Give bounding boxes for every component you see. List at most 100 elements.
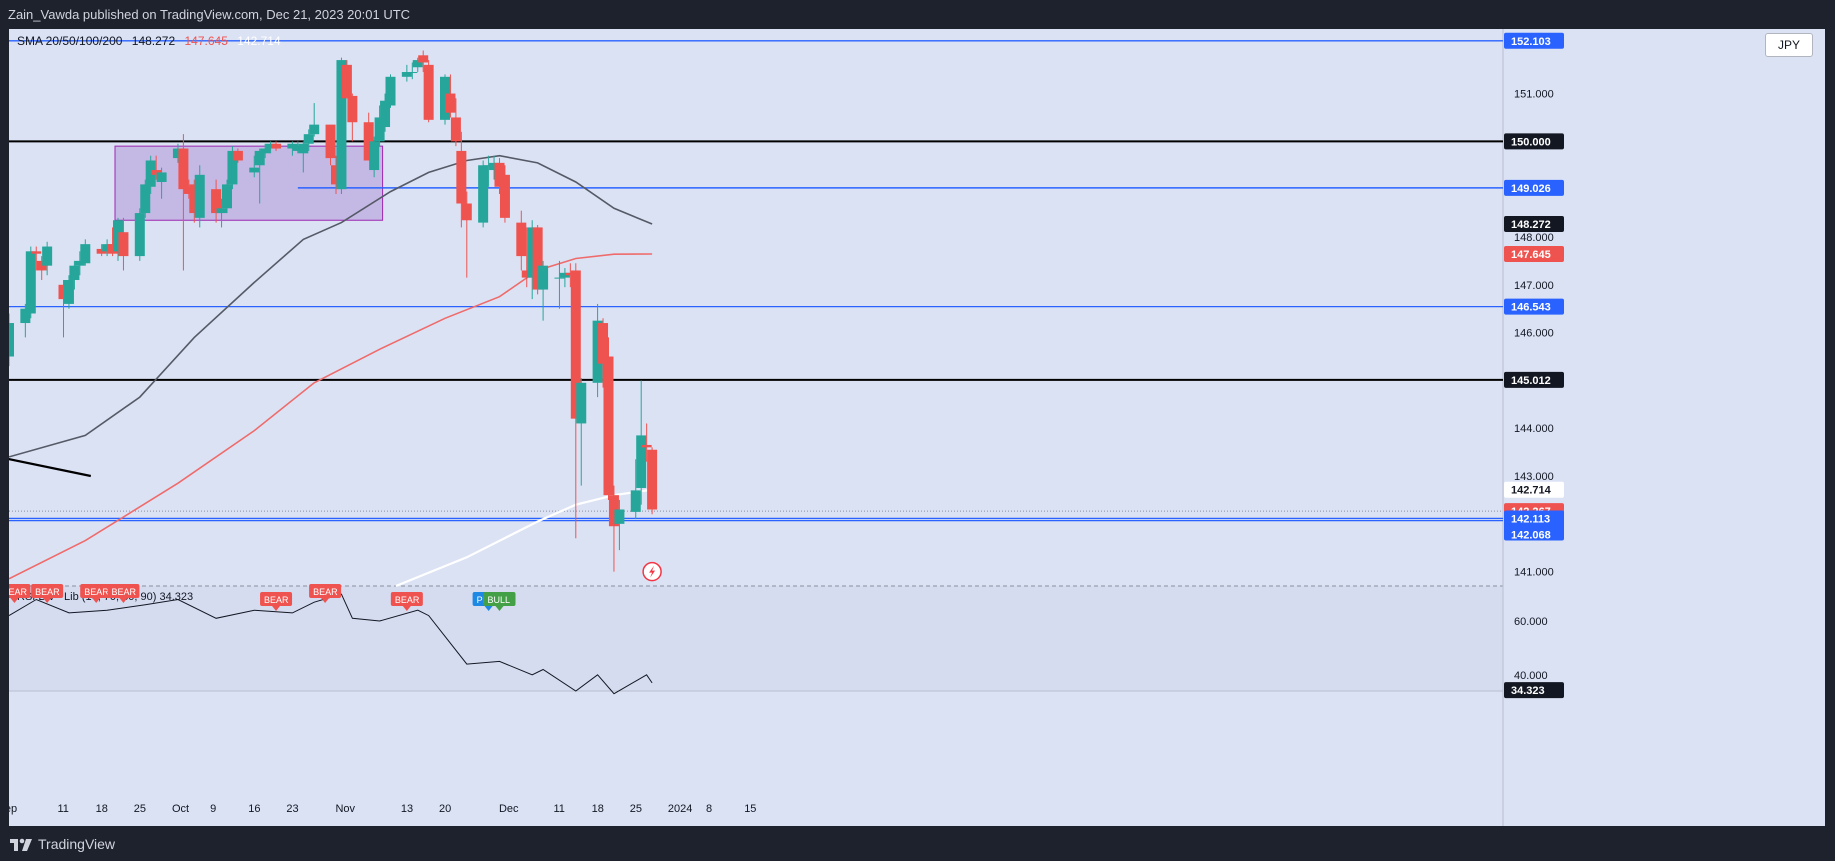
sma-price-label-bg <box>1504 215 1564 232</box>
candle-body <box>156 172 167 182</box>
price-tick-label: 146.000 <box>1514 328 1554 340</box>
candle-body <box>576 382 587 424</box>
sma-legend-label: SMA 20/50/100/200 <box>17 34 123 48</box>
signal-tag-pointer <box>43 598 52 603</box>
level-price-label-bg <box>1504 32 1564 49</box>
level-price-label: 146.543 <box>1511 302 1551 314</box>
candle-body <box>20 308 31 324</box>
candle-body <box>527 227 538 278</box>
candle-body <box>554 277 565 279</box>
time-tick-label: 9 <box>210 803 216 815</box>
candle-body <box>516 222 527 257</box>
candle-body <box>271 143 282 149</box>
price-tick-label: 148.000 <box>1514 232 1554 244</box>
candle-body <box>456 150 467 204</box>
candle-body <box>347 95 358 123</box>
candle-body <box>461 203 472 221</box>
candle-body <box>499 174 510 218</box>
time-tick-label: 25 <box>630 803 642 815</box>
candle-body <box>483 165 494 167</box>
currency-button[interactable]: JPY <box>1765 33 1813 57</box>
candle-body <box>227 150 238 185</box>
time-tick-label: 11 <box>58 803 69 815</box>
signal-tag-pointer <box>92 598 101 603</box>
sma-price-label: 142.714 <box>1511 485 1552 497</box>
candle-body <box>401 72 412 77</box>
sma-price-label-bg <box>1504 481 1564 498</box>
candle-body <box>118 232 129 257</box>
candle-body <box>145 160 156 187</box>
price-tick-label: 144.000 <box>1514 423 1554 435</box>
candle-body <box>418 55 429 63</box>
candle-body <box>260 148 271 154</box>
trend-line <box>9 458 92 478</box>
rsi-tick-label: 60.000 <box>1514 616 1548 628</box>
chart-pane[interactable]: 151.000150.000149.000148.000147.000146.0… <box>9 29 1825 826</box>
tradingview-brand[interactable]: TradingView <box>10 836 115 852</box>
candle-body <box>636 435 647 488</box>
rsi-pane-bg <box>9 586 1503 691</box>
candle-body <box>478 165 489 223</box>
signal-tag-bg <box>260 592 293 606</box>
signal-tag-bg <box>309 584 342 598</box>
time-tick-label: Dec <box>499 803 519 815</box>
signal-tag-bg <box>483 592 516 606</box>
level-price-label-bg <box>1504 371 1564 388</box>
rsi-tick-label: 40.000 <box>1514 670 1548 682</box>
time-tick-label: Nov <box>335 803 355 815</box>
candle-body <box>309 124 320 135</box>
candle-body <box>363 122 374 161</box>
candle-body <box>63 280 74 304</box>
level-price-label-bg <box>1504 298 1564 315</box>
candle-body <box>374 117 385 142</box>
level-price-label: 149.026 <box>1511 183 1551 195</box>
candle-body <box>598 323 609 364</box>
time-tick-label: 23 <box>286 803 298 815</box>
price-tick-label: 151.000 <box>1514 89 1554 101</box>
signal-tag-bg <box>9 584 31 598</box>
candle-body <box>303 134 314 144</box>
price-tick-label: 147.000 <box>1514 280 1554 292</box>
sma-value-3: 142.714 <box>237 34 281 48</box>
signal-tag-pointer <box>10 598 19 603</box>
candle-body <box>216 208 227 214</box>
candle-body <box>69 265 80 281</box>
candle-body <box>194 174 205 218</box>
signal-tag-label: BEAR <box>84 587 109 597</box>
level-pair-label-bg <box>1504 510 1564 541</box>
level-price-label: 142.068 <box>1511 530 1551 542</box>
signal-tag-pointer <box>484 606 493 611</box>
level-price-label: 145.012 <box>1511 375 1551 387</box>
time-tick-label: 16 <box>248 803 260 815</box>
candle-body <box>565 272 576 276</box>
sma-price-label: 148.272 <box>1511 219 1551 231</box>
candle-body <box>592 320 603 383</box>
signal-tag-bg <box>390 592 423 606</box>
signal-tag-label: BEAR <box>9 587 27 597</box>
signal-tag-label: BEAR <box>264 595 289 605</box>
publisher-text: Zain_Vawda published on TradingView.com,… <box>8 7 411 22</box>
candle-body <box>489 162 500 171</box>
time-tick-label: 8 <box>706 803 712 815</box>
candle-body <box>172 148 183 159</box>
chart-canvas[interactable]: 151.000150.000149.000148.000147.000146.0… <box>9 29 1825 826</box>
publish-header: Zain_Vawda published on TradingView.com,… <box>0 0 1835 29</box>
level-price-label-bg <box>1504 133 1564 150</box>
signal-tag-label: BEAR <box>313 587 338 597</box>
signal-tag-pointer <box>119 598 128 603</box>
signal-tag-label: BULL <box>488 595 511 605</box>
sma-line-dark <box>9 154 653 458</box>
rsi-value-label: 34.323 <box>1511 685 1545 697</box>
candle-body <box>647 449 658 510</box>
candle-body <box>74 260 85 266</box>
time-tick-label: Oct <box>172 803 189 815</box>
level-price-label: 150.000 <box>1511 136 1551 148</box>
candle-body <box>265 143 276 149</box>
candle-body <box>641 444 652 448</box>
price-tick-label: 143.000 <box>1514 471 1554 483</box>
candle-body <box>412 60 423 68</box>
candle-body <box>538 265 549 290</box>
candle-body <box>423 64 434 120</box>
candle-body <box>614 509 625 524</box>
signal-tag-bg <box>107 584 140 598</box>
